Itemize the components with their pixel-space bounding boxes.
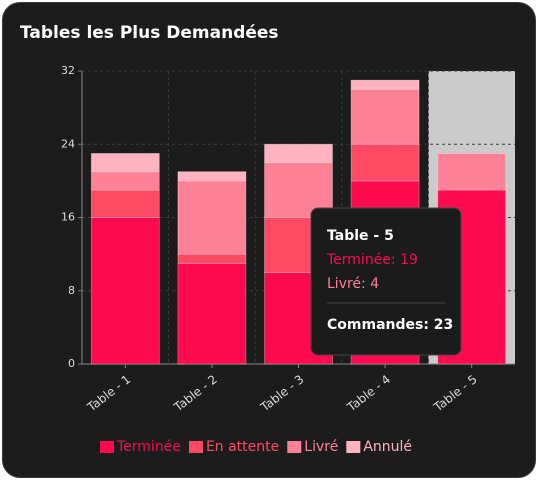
legend-swatch xyxy=(346,441,361,453)
x-tick-label: Table - 4 xyxy=(344,372,393,415)
tooltip-title: Table - 5 xyxy=(327,228,394,244)
bar-segment xyxy=(350,79,420,90)
chart-title: Tables les Plus Demandées xyxy=(20,23,279,43)
tooltip-footer: Commandes: 23 xyxy=(327,317,453,333)
y-tick-label: 0 xyxy=(68,357,75,370)
bar-segment xyxy=(90,217,160,365)
bar-segment xyxy=(177,253,247,264)
bar-segment xyxy=(350,143,420,182)
legend-label: Terminée xyxy=(116,439,181,455)
x-tick-label: Table - 5 xyxy=(430,372,479,415)
tooltip: Table - 5 Terminée: 19 Livré: 4 Commandes: … xyxy=(310,207,462,356)
bar-segment xyxy=(177,171,247,182)
y-tick-label: 24 xyxy=(61,137,75,150)
legend-label: Annulé xyxy=(363,439,412,455)
legend-swatch xyxy=(287,441,302,453)
x-tick-label: Table - 2 xyxy=(171,372,220,415)
legend-label: Livré xyxy=(304,439,338,455)
tooltip-item: Livré: 4 xyxy=(327,276,379,292)
legend: Terminée En attente Livré Annulé xyxy=(100,439,412,455)
bar-segment xyxy=(177,180,247,255)
bar-segment xyxy=(437,153,507,191)
bar-segment xyxy=(177,262,247,365)
bar-segment xyxy=(90,153,160,173)
x-tick-label: Table - 3 xyxy=(257,372,306,415)
tooltip-box xyxy=(310,207,462,356)
y-tick-label: 16 xyxy=(61,211,75,224)
y-tick-label: 32 xyxy=(61,64,75,77)
legend-swatch xyxy=(100,441,114,453)
legend-swatch xyxy=(188,441,203,453)
x-tick-label: Table - 1 xyxy=(84,372,133,415)
bar-segment xyxy=(90,171,160,191)
tooltip-item: Terminée: 19 xyxy=(326,252,418,268)
legend-label: En attente xyxy=(206,439,279,455)
bar-segment xyxy=(350,88,420,145)
y-tick-label: 8 xyxy=(68,284,75,297)
bar-segment xyxy=(264,143,333,163)
bar-segment xyxy=(90,189,160,218)
